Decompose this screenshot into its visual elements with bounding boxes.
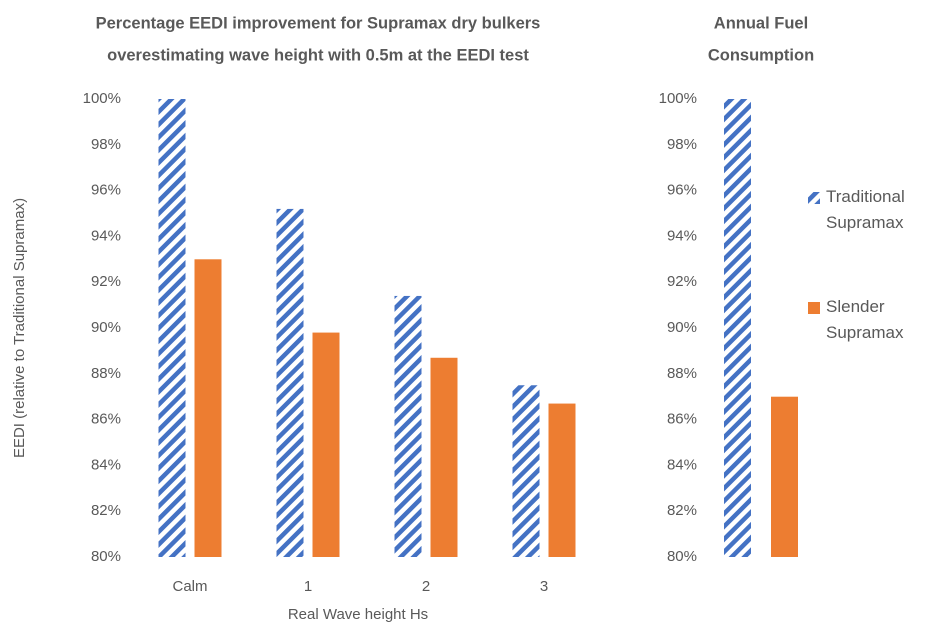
y-tick-label: 96% [91,182,121,199]
bar [312,332,340,557]
y-tick-label: 86% [667,411,697,428]
bar [724,99,751,557]
bar [512,385,540,557]
y-tick-label: 98% [91,136,121,153]
x-tick-label: Calm [172,578,207,595]
legend-label: Slender Supramax [826,297,904,342]
y-tick-label: 92% [91,273,121,290]
y-tick-label: 84% [667,456,697,473]
bar [548,403,576,557]
chart-title: Percentage EEDI improvement for Supramax… [96,14,541,32]
bar [430,357,458,557]
bar [394,295,422,557]
y-tick-label: 90% [667,319,697,336]
bar [194,259,222,557]
y-tick-label: 100% [83,90,121,107]
y-tick-label: 98% [667,136,697,153]
y-tick-label: 82% [91,502,121,519]
bar [771,396,798,557]
y-tick-label: 82% [667,502,697,519]
bar [276,208,304,558]
x-tick-label: 1 [304,578,312,595]
y-tick-label: 84% [91,456,121,473]
y-tick-label: 88% [667,365,697,382]
y-tick-label: 100% [659,90,697,107]
chart-title: Annual Fuel [714,14,808,32]
legend-swatch [808,302,820,314]
x-tick-label: 3 [540,578,548,595]
y-axis-label: EEDI (relative to Traditional Supramax) [11,198,28,458]
y-tick-label: 94% [667,227,697,244]
chart-title: Consumption [708,46,814,64]
chart-title: overestimating wave height with 0.5m at … [107,46,529,64]
y-tick-label: 94% [91,227,121,244]
legend-label: Traditional Supramax [826,187,905,232]
y-tick-label: 86% [91,411,121,428]
x-axis-label: Real Wave height Hs [288,606,428,623]
y-tick-label: 80% [91,548,121,565]
y-tick-label: 96% [667,182,697,199]
y-tick-label: 90% [91,319,121,336]
bar [158,99,186,557]
y-tick-label: 80% [667,548,697,565]
x-tick-label: 2 [422,578,430,595]
legend-swatch [808,192,820,204]
y-tick-label: 92% [667,273,697,290]
y-tick-label: 88% [91,365,121,382]
